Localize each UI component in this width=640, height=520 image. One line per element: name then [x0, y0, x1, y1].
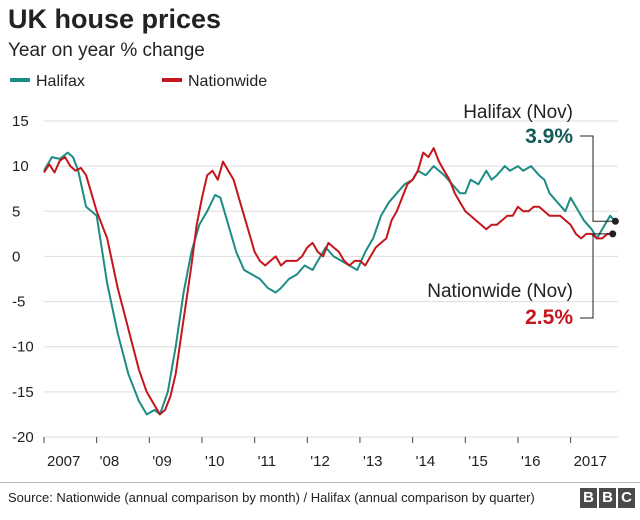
- bbc-logo-block: B: [580, 488, 597, 508]
- x-tick-label: '15: [468, 453, 488, 470]
- legend-label-nationwide: Nationwide: [188, 73, 268, 90]
- x-tick-label: '16: [521, 453, 541, 470]
- bbc-logo-block: B: [599, 488, 616, 508]
- y-tick-label: 0: [12, 248, 20, 265]
- y-tick-label: -5: [12, 294, 25, 311]
- x-tick-label: '10: [205, 453, 225, 470]
- halifax-callout-dot: [611, 217, 619, 225]
- nationwide-callout-label: Nationwide (Nov): [427, 281, 573, 302]
- nationwide-callout-leader: [580, 233, 613, 319]
- nationwide-line: [43, 147, 613, 416]
- legend-item-nationwide: Nationwide: [162, 73, 267, 91]
- halifax-callout-label: Halifax (Nov): [463, 102, 573, 123]
- nationwide-callout-value: 2.5%: [525, 306, 573, 329]
- nationwide-callout-dot: [609, 230, 617, 238]
- chart-subtitle: Year on year % change: [8, 40, 205, 61]
- legend-item-halifax: Halifax: [10, 73, 85, 91]
- chart-title: UK house prices: [8, 4, 222, 34]
- source-note: Source: Nationwide (annual comparison by…: [8, 490, 535, 505]
- x-tick-label: '09: [152, 453, 172, 470]
- bbc-logo-block: C: [618, 488, 635, 508]
- halifax-callout-leader: [580, 135, 616, 222]
- x-tick-label: 2007: [47, 453, 80, 470]
- y-tick-label: 15: [12, 113, 29, 130]
- halifax-callout-value: 3.9%: [525, 125, 573, 148]
- footer-divider: [0, 482, 640, 483]
- y-tick-label: -10: [12, 339, 34, 356]
- bbc-logo: B B C: [580, 488, 635, 508]
- legend-swatch-nationwide: [162, 77, 182, 82]
- x-tick-label: '11: [258, 453, 276, 470]
- y-tick-label: 10: [12, 158, 29, 175]
- x-tick-label: '08: [100, 453, 120, 470]
- x-tick-label: 2017: [574, 453, 607, 470]
- y-tick-label: -20: [12, 429, 34, 446]
- x-tick-label: '13: [363, 453, 383, 470]
- y-tick-label: -15: [12, 384, 34, 401]
- legend-label-halifax: Halifax: [36, 73, 85, 90]
- x-tick-label: '14: [416, 453, 436, 470]
- y-tick-label: 5: [12, 203, 20, 220]
- x-tick-label: '12: [310, 453, 330, 470]
- legend-swatch-halifax: [10, 77, 30, 82]
